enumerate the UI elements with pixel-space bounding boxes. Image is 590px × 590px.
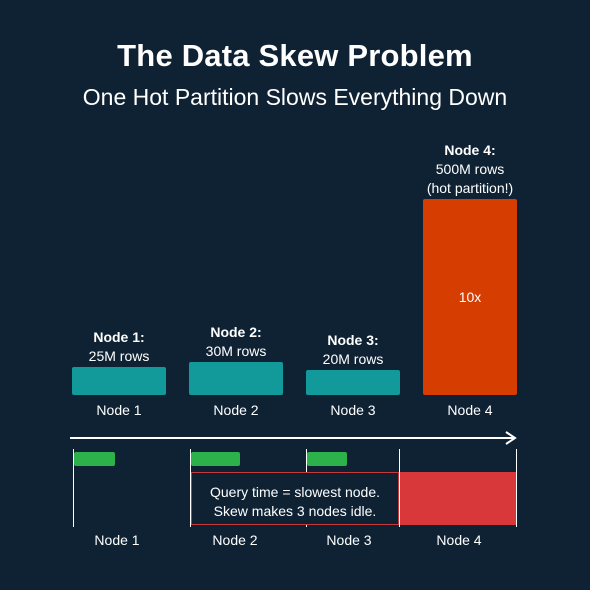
- timeline-arrow: [70, 431, 517, 445]
- node-1-task-bar: [74, 452, 115, 466]
- node-2-task-bar: [191, 452, 240, 466]
- lane-1-divider: [73, 449, 74, 527]
- node-4-label: Node 4: 500M rows (hot partition!): [405, 141, 535, 198]
- timeline-label-node-3: Node 3: [326, 532, 372, 548]
- node-1-label: Node 1: 25M rows: [72, 328, 166, 366]
- node-1-axis-label: Node 1: [96, 402, 142, 418]
- page-subtitle: One Hot Partition Slows Everything Down: [82, 84, 508, 110]
- node-3-rows: 20M rows: [322, 351, 384, 367]
- node-4-name: Node 4:: [444, 142, 496, 158]
- node-1-rows: 25M rows: [88, 348, 150, 364]
- node-4-rows: 500M rows: [435, 161, 505, 177]
- node-3-axis-label: Node 3: [330, 402, 376, 418]
- node-3-label: Node 3: 20M rows: [306, 331, 400, 369]
- node-2-rows: 30M rows: [205, 343, 267, 359]
- node-3-name: Node 3:: [327, 332, 379, 348]
- node-1-bar: [72, 367, 166, 395]
- node-4-multiplier: 10x: [458, 289, 482, 305]
- node-2-name: Node 2:: [210, 324, 262, 340]
- lane-4-divider: [399, 449, 400, 527]
- node-4-axis-label: Node 4: [447, 402, 493, 418]
- node-3-task-bar: [307, 452, 347, 466]
- lane-2-divider: [190, 449, 191, 527]
- timeline-label-node-4: Node 4: [436, 532, 482, 548]
- node-2-label: Node 2: 30M rows: [189, 323, 283, 361]
- node-2-bar: [189, 362, 283, 395]
- query-time-callout: Query time = slowest node. Skew makes 3 …: [191, 472, 399, 525]
- page-title: The Data Skew Problem: [117, 38, 473, 73]
- node-1-name: Node 1:: [93, 329, 145, 345]
- callout-line-2: Skew makes 3 nodes idle.: [213, 503, 377, 519]
- node-4-task-bar: [400, 472, 516, 525]
- node-2-axis-label: Node 2: [213, 402, 259, 418]
- node-4-bar: 10x: [423, 199, 517, 395]
- node-4-note: (hot partition!): [426, 180, 514, 196]
- timeline-label-node-2: Node 2: [212, 532, 258, 548]
- callout-line-1: Query time = slowest node.: [209, 484, 381, 500]
- node-3-bar: [306, 370, 400, 395]
- lane-end-divider: [516, 449, 517, 527]
- timeline-label-node-1: Node 1: [94, 532, 140, 548]
